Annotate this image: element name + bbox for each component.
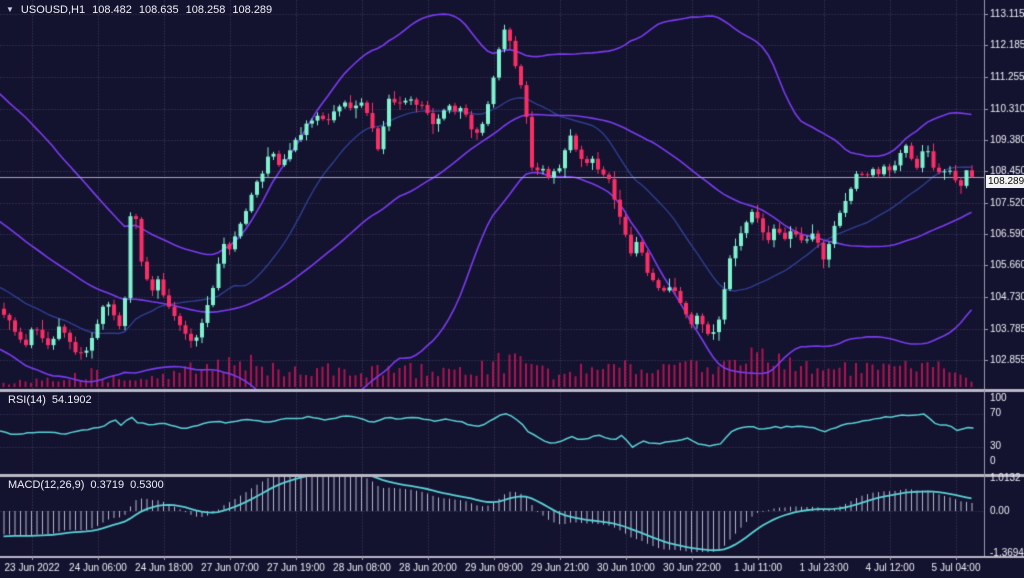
chart-collapse-icon[interactable]: ▼ — [6, 5, 14, 14]
macd-main-value: 0.3719 — [90, 479, 125, 491]
symbol-period-label: USOUSD,H1 — [20, 4, 86, 16]
macd-name: MACD(12,26,9) — [8, 479, 85, 491]
macd-signal-value: 0.5300 — [130, 479, 164, 491]
ohlc-high: 108.635 — [138, 4, 179, 16]
ohlc-open: 108.482 — [92, 4, 132, 16]
rsi-indicator-label: RSI(14) 54.1902 — [8, 394, 92, 406]
current-price-tag: 108.289 — [986, 175, 1024, 188]
rsi-name: RSI(14) — [8, 394, 46, 406]
rsi-value: 54.1902 — [51, 394, 92, 406]
ohlc-low: 108.258 — [185, 4, 226, 16]
ohlc-close: 108.289 — [232, 4, 273, 16]
symbol-ohlc-header: ▼ USOUSD,H1 108.482 108.635 108.258 108.… — [6, 4, 272, 16]
macd-indicator-label: MACD(12,26,9) 0.3719 0.5300 — [8, 479, 164, 491]
